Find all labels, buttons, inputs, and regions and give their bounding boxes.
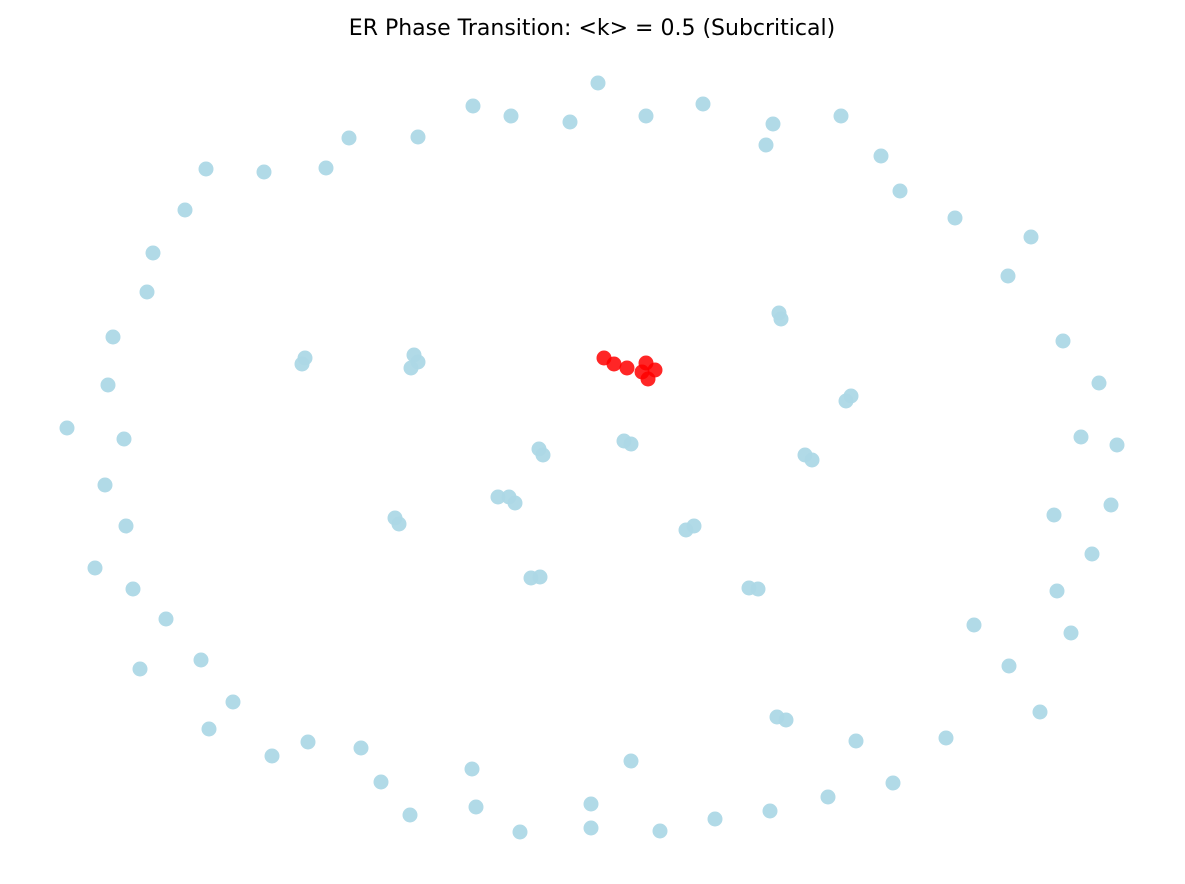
network-node	[762, 803, 778, 819]
network-node	[938, 730, 954, 746]
network-node	[966, 617, 982, 633]
network-node	[403, 360, 419, 376]
giant-component-node	[619, 360, 635, 376]
network-node	[623, 753, 639, 769]
network-node	[105, 329, 121, 345]
network-node	[638, 108, 654, 124]
network-node	[590, 75, 606, 91]
network-node	[225, 694, 241, 710]
network-node	[391, 516, 407, 532]
network-node	[804, 452, 820, 468]
network-node	[1049, 583, 1065, 599]
network-node	[402, 807, 418, 823]
giant-component-node	[606, 356, 622, 372]
network-node	[1023, 229, 1039, 245]
network-node	[353, 740, 369, 756]
network-node	[198, 161, 214, 177]
network-node	[264, 748, 280, 764]
network-node	[707, 811, 723, 827]
network-node	[145, 245, 161, 261]
network-node	[87, 560, 103, 576]
figure-title: ER Phase Transition: <k> = 0.5 (Subcriti…	[349, 16, 835, 41]
network-node	[373, 774, 389, 790]
network-node	[583, 796, 599, 812]
network-node	[465, 98, 481, 114]
giant-component-node	[640, 371, 656, 387]
network-node	[503, 108, 519, 124]
network-node	[848, 733, 864, 749]
network-node	[193, 652, 209, 668]
network-node	[100, 377, 116, 393]
network-node	[294, 356, 310, 372]
network-node	[1109, 437, 1125, 453]
network-node	[464, 761, 480, 777]
network-node	[125, 581, 141, 597]
network-node	[507, 495, 523, 511]
network-node	[158, 611, 174, 627]
network-node	[765, 116, 781, 132]
network-node	[201, 721, 217, 737]
network-node	[177, 202, 193, 218]
network-node	[1001, 658, 1017, 674]
network-node	[535, 447, 551, 463]
network-node	[139, 284, 155, 300]
network-node	[410, 129, 426, 145]
network-node	[132, 661, 148, 677]
network-node	[623, 436, 639, 452]
network-node	[318, 160, 334, 176]
network-node	[562, 114, 578, 130]
network-node	[97, 477, 113, 493]
network-node	[885, 775, 901, 791]
network-node	[532, 569, 548, 585]
network-node	[341, 130, 357, 146]
network-node	[1063, 625, 1079, 641]
network-node	[695, 96, 711, 112]
network-node	[512, 824, 528, 840]
network-node	[820, 789, 836, 805]
network-node	[838, 393, 854, 409]
network-node	[1055, 333, 1071, 349]
network-node	[778, 712, 794, 728]
network-node	[686, 518, 702, 534]
network-node	[1046, 507, 1062, 523]
network-node	[892, 183, 908, 199]
network-node	[116, 431, 132, 447]
network-node	[652, 823, 668, 839]
network-node	[59, 420, 75, 436]
network-node	[750, 581, 766, 597]
network-node	[1032, 704, 1048, 720]
network-node	[490, 489, 506, 505]
network-node	[468, 799, 484, 815]
network-node	[1103, 497, 1119, 513]
network-node	[873, 148, 889, 164]
network-node	[833, 108, 849, 124]
network-node	[118, 518, 134, 534]
network-node	[583, 820, 599, 836]
network-node	[1091, 375, 1107, 391]
network-node	[1073, 429, 1089, 445]
network-node	[256, 164, 272, 180]
network-node	[300, 734, 316, 750]
network-node	[947, 210, 963, 226]
network-node	[1084, 546, 1100, 562]
network-node	[1000, 268, 1016, 284]
network-node	[758, 137, 774, 153]
nodes-layer	[59, 75, 1125, 840]
network-node	[773, 311, 789, 327]
